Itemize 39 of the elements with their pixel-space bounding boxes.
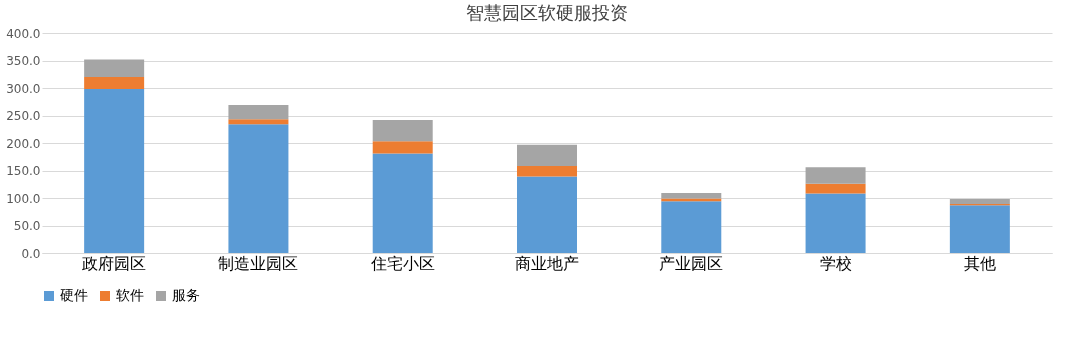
bar [372,141,433,154]
x-tick-label: 制造业园区 [218,253,299,273]
bar [661,201,722,253]
bar [805,183,866,194]
bar [372,119,433,142]
y-tick-label: 300.0 [6,81,41,96]
x-tick-label: 政府园区 [82,253,147,273]
legend-label: 软件 [116,287,144,303]
y-tick-label: 250.0 [6,109,41,123]
bar [805,167,866,184]
x-tick-label: 住宅小区 [369,253,435,273]
x-tick-label: 学校 [819,253,852,273]
chart-title: 智慧园区软硬服投资 [466,2,628,23]
legend-label: 硬件 [60,287,88,303]
bar [84,59,145,77]
bar [372,153,433,253]
bar [517,144,577,167]
y-tick-label: 100.0 [6,191,41,206]
legend-label: 服务 [172,287,200,303]
x-tick-label: 其他 [963,253,996,273]
bar [517,166,577,177]
bar [661,193,722,199]
bar [949,205,1010,253]
bar [84,77,145,90]
y-tick-label: 50.0 [13,219,41,233]
bar [228,124,289,253]
bar [805,193,866,253]
y-tick-label: 150.0 [6,164,41,178]
y-tick-label: 350.0 [6,54,41,68]
bar [228,119,289,125]
bar [84,89,145,253]
y-tick-label: 200.0 [6,136,41,151]
x-tick-label: 商业地产 [515,253,579,273]
x-tick-label: 产业园区 [659,253,724,273]
bar [228,105,289,120]
y-tick-label: 400.0 [6,26,41,41]
bar [517,176,577,253]
y-tick-label: 0.0 [21,246,41,261]
bar [949,199,1010,205]
